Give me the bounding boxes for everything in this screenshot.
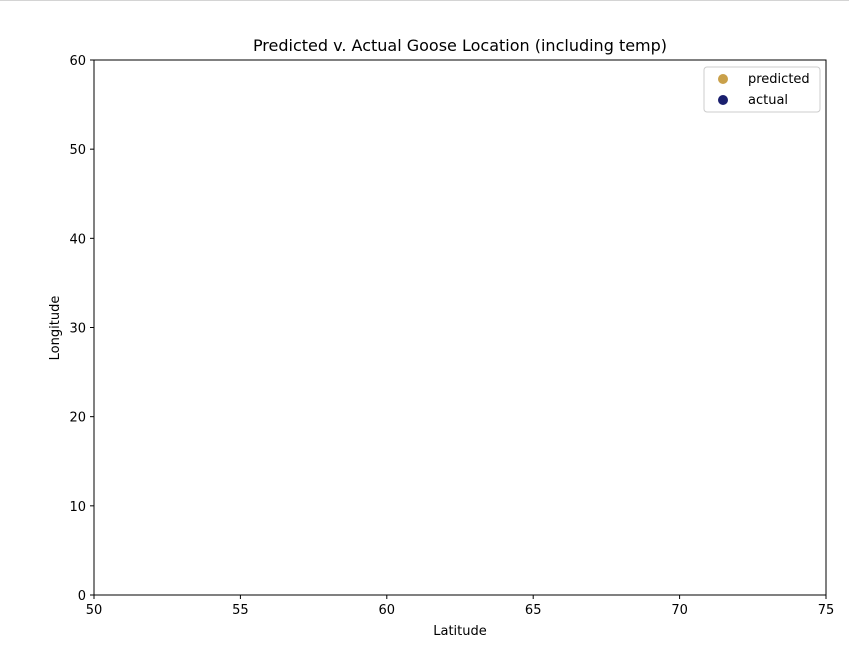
plot-area <box>93 59 827 596</box>
legend-box <box>703 66 821 113</box>
x-tick-label: 55 <box>232 603 249 618</box>
legend-marker-predicted <box>718 74 728 84</box>
y-tick-label: 20 <box>69 411 86 426</box>
chart-title: Predicted v. Actual Goose Location (incl… <box>253 36 667 55</box>
x-axis-label: Latitude <box>433 624 487 639</box>
y-axis: 0 10 20 30 40 50 60 <box>69 54 94 604</box>
y-tick-label: 60 <box>69 54 86 69</box>
legend-label-actual: actual <box>748 93 788 108</box>
window-top-border <box>0 0 849 1</box>
y-tick-label: 30 <box>69 322 86 337</box>
x-tick-label: 75 <box>818 603 835 618</box>
y-tick-label: 0 <box>78 589 86 604</box>
x-tick-label: 65 <box>525 603 542 618</box>
x-tick-label: 60 <box>379 603 396 618</box>
y-tick-label: 10 <box>69 500 86 515</box>
legend: predicted actual <box>703 66 821 113</box>
y-tick-label: 50 <box>69 143 86 158</box>
plot-frame <box>93 59 827 596</box>
x-tick-label: 50 <box>86 603 103 618</box>
y-tick-label: 40 <box>69 232 86 247</box>
x-axis: 50 55 60 65 70 75 <box>86 595 835 618</box>
legend-label-predicted: predicted <box>748 72 810 87</box>
legend-marker-actual <box>718 95 728 105</box>
y-axis-label: Longitude <box>48 296 63 361</box>
x-tick-label: 70 <box>671 603 688 618</box>
